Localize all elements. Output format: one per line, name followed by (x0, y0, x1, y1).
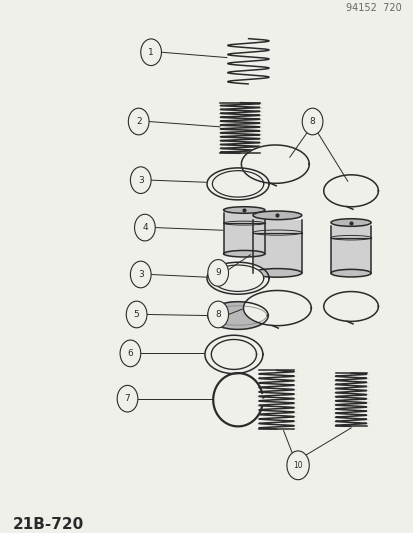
Circle shape (207, 260, 228, 286)
Polygon shape (241, 145, 309, 183)
Circle shape (130, 167, 151, 193)
Ellipse shape (252, 211, 301, 220)
Text: 1: 1 (148, 48, 154, 56)
Text: 8: 8 (309, 117, 315, 126)
Text: 10: 10 (292, 461, 302, 470)
Circle shape (301, 108, 322, 135)
Ellipse shape (330, 269, 370, 277)
Text: 3: 3 (138, 270, 143, 279)
Ellipse shape (223, 207, 264, 213)
Text: 6: 6 (127, 349, 133, 358)
Polygon shape (206, 168, 268, 200)
Polygon shape (207, 302, 268, 329)
Polygon shape (223, 213, 264, 254)
Polygon shape (323, 292, 377, 321)
Circle shape (286, 451, 309, 480)
Ellipse shape (252, 269, 301, 277)
Text: 7: 7 (124, 394, 130, 403)
Circle shape (134, 214, 155, 241)
Text: 3: 3 (138, 176, 143, 184)
Polygon shape (211, 340, 256, 369)
Ellipse shape (223, 251, 264, 257)
Polygon shape (330, 227, 370, 273)
Circle shape (117, 385, 138, 412)
Polygon shape (204, 335, 262, 374)
Text: 5: 5 (133, 310, 139, 319)
Polygon shape (212, 171, 263, 197)
Polygon shape (206, 262, 268, 294)
Text: 2: 2 (135, 117, 141, 126)
Text: 8: 8 (215, 310, 221, 319)
Circle shape (120, 340, 140, 367)
Circle shape (126, 301, 147, 328)
Polygon shape (323, 175, 377, 207)
Polygon shape (252, 220, 301, 273)
Circle shape (128, 108, 149, 135)
Text: 4: 4 (142, 223, 147, 232)
Text: 9: 9 (215, 269, 221, 277)
Polygon shape (212, 265, 263, 292)
Text: 21B-720: 21B-720 (12, 517, 83, 532)
Circle shape (140, 39, 161, 66)
Circle shape (130, 261, 151, 288)
Polygon shape (243, 290, 311, 326)
Circle shape (207, 301, 228, 328)
Ellipse shape (330, 219, 370, 227)
Text: 94152  720: 94152 720 (345, 3, 401, 13)
